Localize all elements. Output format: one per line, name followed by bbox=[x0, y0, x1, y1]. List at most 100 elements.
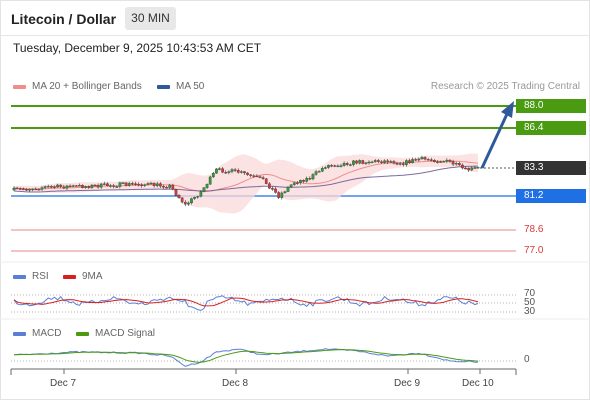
candle-body bbox=[31, 188, 35, 191]
candle-body bbox=[311, 174, 315, 180]
candlesticks bbox=[12, 155, 480, 207]
candle-body bbox=[467, 167, 471, 171]
candle-body bbox=[211, 173, 215, 178]
candle-body bbox=[215, 168, 218, 174]
candle-body bbox=[15, 187, 19, 190]
candle-body bbox=[140, 184, 144, 186]
level-label-77: 77.0 bbox=[524, 245, 544, 256]
candle-body bbox=[96, 185, 100, 188]
candle-body bbox=[457, 163, 461, 166]
candle-body bbox=[268, 183, 271, 189]
candle-body bbox=[43, 186, 47, 188]
candle-body bbox=[289, 184, 293, 188]
candle-body bbox=[74, 185, 78, 187]
candle-body bbox=[199, 191, 203, 197]
candle-body bbox=[445, 159, 449, 162]
level-label-78-6: 78.6 bbox=[524, 224, 544, 235]
candle-body bbox=[221, 168, 224, 173]
candle-body bbox=[373, 160, 377, 163]
candle-body bbox=[261, 177, 265, 179]
x-label-dec9: Dec 9 bbox=[394, 378, 421, 389]
candle-body bbox=[243, 171, 246, 174]
candle-body bbox=[473, 167, 477, 169]
candle-body bbox=[46, 186, 50, 188]
candle-body bbox=[442, 161, 446, 163]
candle-body bbox=[355, 160, 358, 164]
candle-body bbox=[296, 182, 299, 184]
candle-body bbox=[62, 186, 66, 189]
candle-body bbox=[280, 192, 284, 198]
candle-body bbox=[121, 182, 125, 184]
candle-body bbox=[439, 161, 442, 163]
candle-body bbox=[436, 161, 439, 163]
candle-body bbox=[12, 187, 16, 191]
rsi-tick-70: 70 bbox=[524, 288, 536, 299]
rsi-9ma-line bbox=[13, 297, 479, 307]
candle-body bbox=[84, 186, 87, 188]
candle-body bbox=[159, 183, 162, 187]
candle-body bbox=[258, 176, 262, 178]
legend-macd: MACD bbox=[13, 328, 61, 339]
candle-body bbox=[405, 160, 408, 165]
candle-body bbox=[339, 165, 343, 167]
candle-body bbox=[470, 167, 474, 171]
candle-body bbox=[50, 186, 53, 188]
candle-body bbox=[93, 184, 97, 187]
candle-body bbox=[380, 161, 383, 163]
candle-body bbox=[283, 191, 287, 194]
candle-body bbox=[308, 178, 312, 180]
candle-body bbox=[152, 182, 156, 187]
candle-body bbox=[87, 186, 91, 188]
candle-body bbox=[65, 185, 69, 189]
candle-body bbox=[246, 172, 249, 175]
x-label-dec7: Dec 7 bbox=[50, 378, 77, 389]
credit-text: Research © 2025 Trading Central bbox=[430, 81, 580, 92]
legend-rsi-ma-label: 9MA bbox=[82, 271, 103, 282]
candle-body bbox=[28, 189, 31, 191]
legend-rsi-label: RSI bbox=[32, 271, 49, 282]
candle-body bbox=[37, 188, 41, 191]
candle-body bbox=[21, 188, 25, 190]
candle-body bbox=[454, 163, 458, 165]
candle-body bbox=[168, 184, 172, 188]
candle-body bbox=[264, 178, 268, 184]
candle-body bbox=[327, 165, 330, 168]
legend-ma20-label: MA 20 + Bollinger Bands bbox=[32, 81, 142, 92]
macd-tick-zero: 0 bbox=[524, 354, 530, 365]
candle-body bbox=[68, 185, 72, 188]
candle-body bbox=[143, 184, 147, 186]
legend-macd-signal: MACD Signal bbox=[76, 328, 155, 339]
level-label-81-2: 81.2 bbox=[516, 189, 586, 203]
ma50-swatch bbox=[157, 84, 170, 89]
candle-body bbox=[423, 157, 427, 160]
candle-body bbox=[183, 201, 187, 205]
candle-body bbox=[252, 175, 256, 177]
rsi-tick-50: 50 bbox=[524, 297, 536, 308]
candle-body bbox=[401, 163, 405, 165]
candle-body bbox=[342, 163, 346, 166]
candle-body bbox=[25, 189, 28, 191]
candle-body bbox=[352, 160, 355, 165]
candle-body bbox=[370, 161, 374, 164]
candle-body bbox=[299, 180, 302, 183]
candle-body bbox=[227, 171, 231, 173]
candle-body bbox=[386, 160, 390, 163]
candle-body bbox=[414, 159, 418, 161]
timeframe-badge[interactable]: 30 MIN bbox=[125, 7, 176, 30]
candle-body bbox=[59, 184, 63, 187]
candle-body bbox=[106, 183, 109, 187]
candle-body bbox=[218, 168, 221, 170]
candle-body bbox=[115, 186, 119, 188]
candle-body bbox=[417, 158, 421, 161]
candle-body bbox=[249, 174, 253, 176]
candle-body bbox=[451, 161, 455, 165]
candle-body bbox=[56, 184, 59, 188]
candle-body bbox=[155, 183, 159, 187]
candle-body bbox=[149, 182, 153, 185]
macd-signal-swatch bbox=[76, 331, 89, 336]
candle-body bbox=[171, 184, 175, 190]
candle-body bbox=[336, 165, 340, 168]
candle-body bbox=[18, 188, 22, 190]
candle-body bbox=[146, 183, 150, 185]
